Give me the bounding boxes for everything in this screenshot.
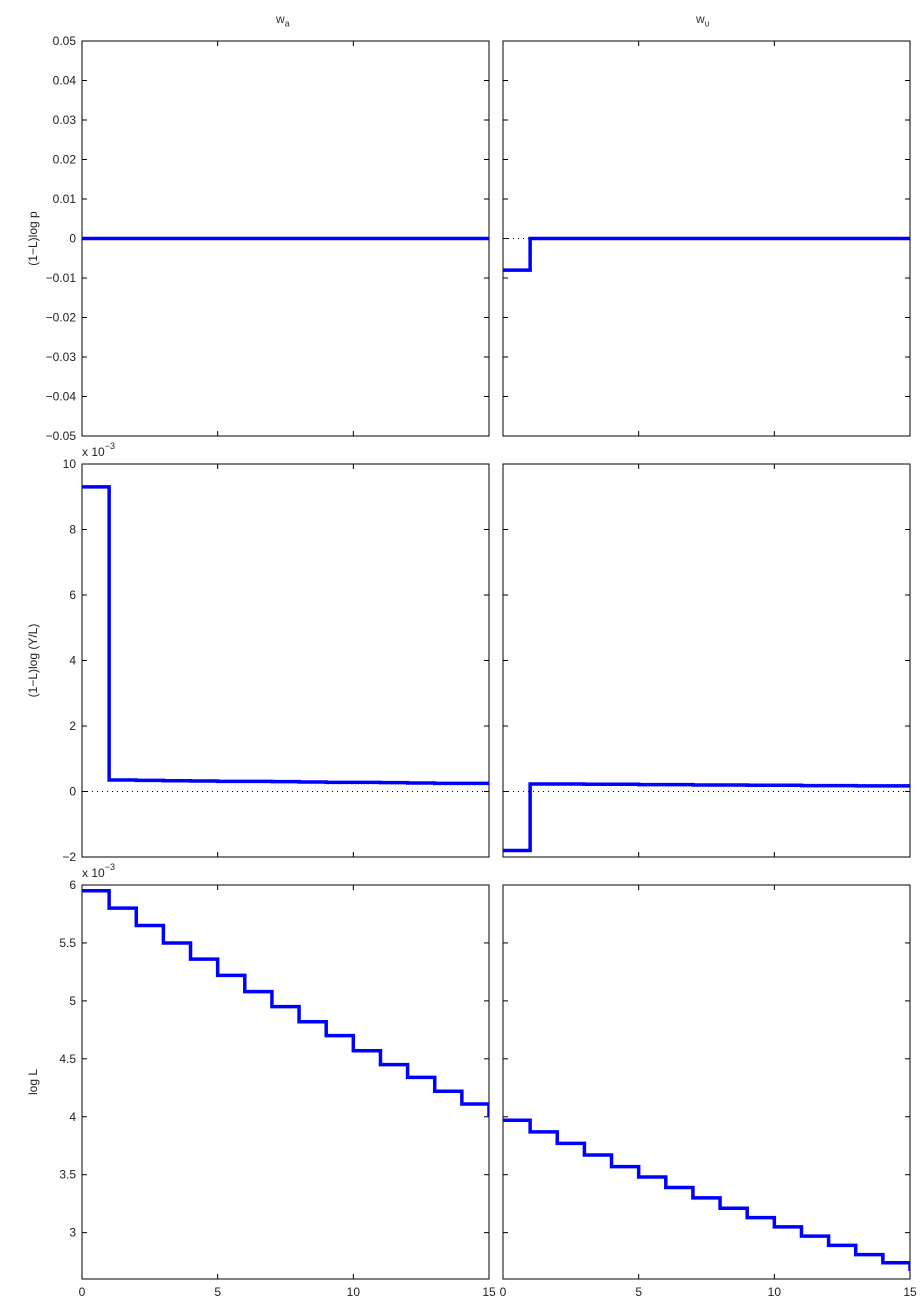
column-title-base: w [276, 12, 285, 26]
y-tick-label: 2 [69, 719, 76, 733]
y-tick-label: 3 [69, 1226, 76, 1240]
x-tick-label: 10 [768, 1285, 782, 1299]
x-tick-label: 0 [500, 1285, 507, 1299]
y-tick-label: 4.5 [59, 1052, 76, 1066]
series-line [503, 1118, 910, 1271]
y-tick-label: 3.5 [59, 1168, 76, 1182]
y-tick-label: 0.05 [53, 34, 77, 48]
y-tick-label: 0.01 [53, 192, 77, 206]
y-tick-label: 0 [69, 232, 76, 246]
subplot-1-0: −2 0 2 4 6 8 10 (1−L)log (Y/L) x 10−3 [26, 441, 490, 864]
series-line [82, 889, 489, 1117]
y-tick-label: 0.04 [53, 74, 77, 88]
y-tick-label: −0.02 [46, 311, 77, 325]
x-tick-label: 5 [635, 1285, 642, 1299]
column-title-subscript: υ [704, 18, 710, 29]
series-line [503, 236, 910, 272]
y-exponent-label: x 10−3 [82, 441, 115, 459]
y-tick-label: −2 [62, 850, 76, 864]
y-tick-label: −0.04 [46, 390, 77, 404]
y-tick-label: 5.5 [59, 936, 76, 950]
subplot-2-0: 3 3.5 4 4.5 5 5.5 6 0 5 10 15 log L x 10−3 [26, 862, 496, 1299]
subplot-1-1 [502, 463, 911, 858]
axes-box [502, 884, 911, 1280]
y-tick-label: 4 [69, 1110, 76, 1124]
y-tick-label: 0.03 [53, 113, 77, 127]
y-axis-label: (1−L)log p [26, 211, 40, 266]
column-title-wv: wυ [696, 12, 710, 28]
y-tick-label: 0 [69, 785, 76, 799]
y-tick-label: −0.03 [46, 350, 77, 364]
y-axis-label: log L [26, 1069, 40, 1095]
subplot-2-1: 0 5 10 15 [500, 884, 917, 1299]
y-tick-label: −0.05 [46, 429, 77, 443]
y-tick-label: 6 [69, 878, 76, 892]
axes-box [81, 884, 490, 1280]
x-tick-label: 15 [482, 1285, 496, 1299]
y-exponent-power: −3 [105, 441, 115, 451]
y-exponent-label: x 10−3 [82, 862, 115, 880]
column-title-base: w [696, 12, 705, 26]
column-title-wa: wa [276, 12, 290, 28]
x-tick-label: 5 [214, 1285, 221, 1299]
subplot-0-0: −0.05 −0.04 −0.03 −0.02 −0.01 0 0.01 0.02 0.03 0.… [26, 34, 490, 443]
series-line [503, 782, 910, 853]
y-tick-label: 0.02 [53, 153, 77, 167]
series-line [82, 485, 489, 786]
axes-box [81, 463, 490, 858]
subplot-0-1 [502, 40, 911, 437]
y-tick-label: 8 [69, 523, 76, 537]
x-tick-label: 0 [79, 1285, 86, 1299]
x-tick-label: 10 [347, 1285, 361, 1299]
y-tick-label: 4 [69, 654, 76, 668]
y-tick-label: 10 [63, 457, 77, 471]
y-exponent-power: −3 [105, 862, 115, 872]
axes-box [502, 463, 911, 858]
x-tick-label: 15 [903, 1285, 917, 1299]
y-tick-label: 5 [69, 994, 76, 1008]
y-tick-label: 6 [69, 588, 76, 602]
y-axis-label: (1−L)log (Y/L) [26, 624, 40, 698]
column-title-subscript: a [284, 18, 290, 29]
y-tick-label: −0.01 [46, 271, 77, 285]
